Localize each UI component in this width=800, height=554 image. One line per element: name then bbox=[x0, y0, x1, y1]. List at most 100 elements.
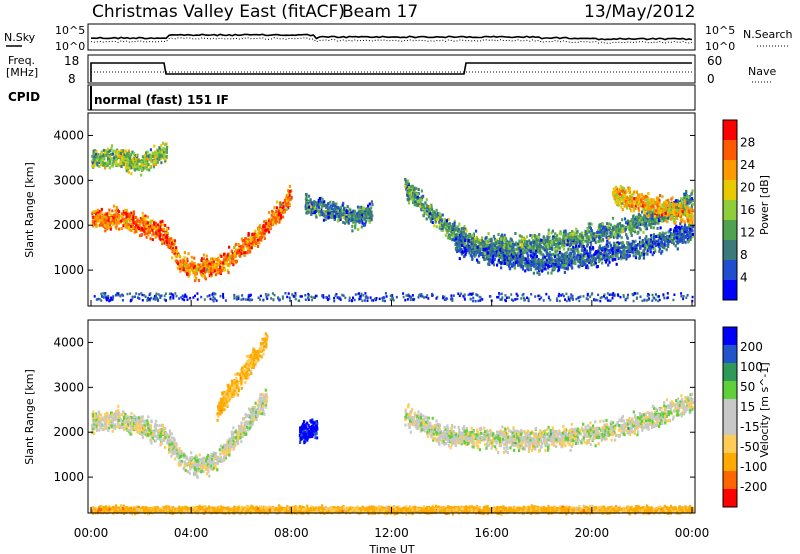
scatter-cell bbox=[111, 209, 114, 213]
scatter-cell bbox=[325, 212, 328, 215]
scatter-cell bbox=[571, 266, 574, 270]
scatter-cell bbox=[544, 261, 547, 265]
scatter-cell bbox=[689, 234, 692, 238]
scatter-cell bbox=[593, 232, 596, 235]
scatter-cell bbox=[611, 234, 614, 238]
scatter-cell bbox=[496, 244, 500, 248]
scatter-cell bbox=[465, 228, 468, 232]
scatter-cell bbox=[601, 222, 604, 226]
scatter-cell bbox=[167, 245, 170, 249]
scatter-cell bbox=[515, 243, 518, 247]
scatter-cell bbox=[96, 217, 99, 221]
scatter-cell bbox=[647, 238, 650, 242]
scatter-cell bbox=[101, 215, 104, 219]
scatter-cell bbox=[120, 227, 123, 230]
scatter-cell bbox=[535, 244, 539, 248]
scatter-cell bbox=[154, 153, 157, 157]
scatter-cell bbox=[550, 241, 553, 245]
scatter-cell bbox=[604, 245, 607, 249]
scatter-cell bbox=[561, 245, 564, 249]
scatter-cell bbox=[286, 193, 289, 197]
scatter-cell bbox=[468, 246, 471, 250]
scatter-cell bbox=[151, 154, 154, 158]
scatter-cell bbox=[132, 157, 136, 161]
scatter-cell bbox=[553, 243, 556, 246]
scatter-cell bbox=[274, 217, 277, 221]
scatter-cell bbox=[110, 220, 113, 224]
scatter-cell bbox=[540, 238, 543, 242]
scatter-cell bbox=[661, 249, 664, 253]
scatter-cell bbox=[410, 197, 413, 201]
scatter-cell bbox=[658, 219, 661, 223]
scatter-cell bbox=[626, 245, 629, 249]
scatter-cell bbox=[211, 263, 214, 267]
scatter-cell bbox=[518, 241, 522, 245]
scatter-cell bbox=[547, 266, 550, 270]
scatter-cell bbox=[288, 203, 292, 206]
scatter-cell bbox=[651, 220, 654, 224]
scatter-cell bbox=[628, 254, 631, 258]
scatter-cell bbox=[117, 154, 120, 158]
scatter-cell bbox=[166, 234, 169, 238]
scatter-cell bbox=[635, 215, 638, 219]
scatter-cell bbox=[181, 265, 184, 269]
scatter-cell bbox=[143, 158, 146, 162]
scatter-cell bbox=[564, 233, 567, 237]
scatter-cell bbox=[489, 238, 492, 242]
scatter-cell bbox=[453, 219, 456, 223]
scatter-cell bbox=[635, 250, 638, 254]
scatter-cell bbox=[492, 252, 495, 256]
scatter-cell bbox=[542, 253, 545, 257]
scatter-cell bbox=[290, 195, 293, 199]
scatter-cell bbox=[635, 222, 638, 226]
scatter-cell bbox=[491, 261, 494, 265]
scatter-cell bbox=[636, 218, 639, 222]
scatter-cell bbox=[112, 219, 115, 223]
scatter-cell bbox=[158, 153, 161, 157]
scatter-cell bbox=[463, 254, 466, 258]
scatter-cell bbox=[254, 238, 257, 242]
scatter-cell bbox=[463, 236, 466, 240]
scatter-cell bbox=[94, 217, 97, 221]
scatter-cell bbox=[673, 230, 676, 234]
scatter-cell bbox=[588, 225, 591, 229]
scatter-cell bbox=[455, 227, 458, 231]
scatter-cell bbox=[654, 249, 657, 253]
scatter-cell bbox=[550, 246, 553, 250]
scatter-cell bbox=[136, 167, 139, 171]
scatter-cell bbox=[438, 222, 442, 226]
scatter-cell bbox=[486, 243, 489, 247]
scatter-cell bbox=[643, 222, 646, 226]
scatter-cell bbox=[371, 203, 374, 207]
scatter-cell bbox=[643, 214, 646, 217]
scatter-cell bbox=[508, 241, 511, 245]
scatter-cell bbox=[101, 160, 104, 164]
scatter-cell bbox=[205, 261, 208, 265]
scatter-cell bbox=[530, 254, 533, 258]
scatter-cell bbox=[637, 252, 640, 256]
scatter-cell bbox=[550, 271, 553, 275]
scatter-cell bbox=[99, 215, 102, 219]
scatter-cell bbox=[94, 150, 97, 154]
scatter-cell bbox=[557, 245, 560, 249]
scatter-cell bbox=[490, 243, 493, 247]
nsky-series-line bbox=[91, 33, 693, 41]
scatter-cell bbox=[471, 245, 474, 249]
scatter-cell bbox=[217, 259, 220, 262]
scatter-cell bbox=[104, 229, 107, 233]
scatter-cell bbox=[140, 161, 143, 164]
scatter-cell bbox=[144, 216, 147, 220]
scatter-cell bbox=[146, 160, 149, 163]
scatter-cell bbox=[551, 252, 554, 256]
scatter-cell bbox=[466, 238, 469, 242]
scatter-cell bbox=[472, 237, 475, 241]
scatter-cell bbox=[107, 149, 110, 153]
scatter-cell bbox=[562, 257, 565, 261]
scatter-cell bbox=[259, 226, 262, 229]
scatter-cell bbox=[181, 268, 184, 272]
scatter-cell bbox=[187, 270, 190, 274]
scatter-cell bbox=[467, 239, 470, 242]
scatter-cell bbox=[100, 219, 103, 223]
scatter-cell bbox=[425, 203, 428, 207]
scatter-cell bbox=[132, 165, 135, 169]
